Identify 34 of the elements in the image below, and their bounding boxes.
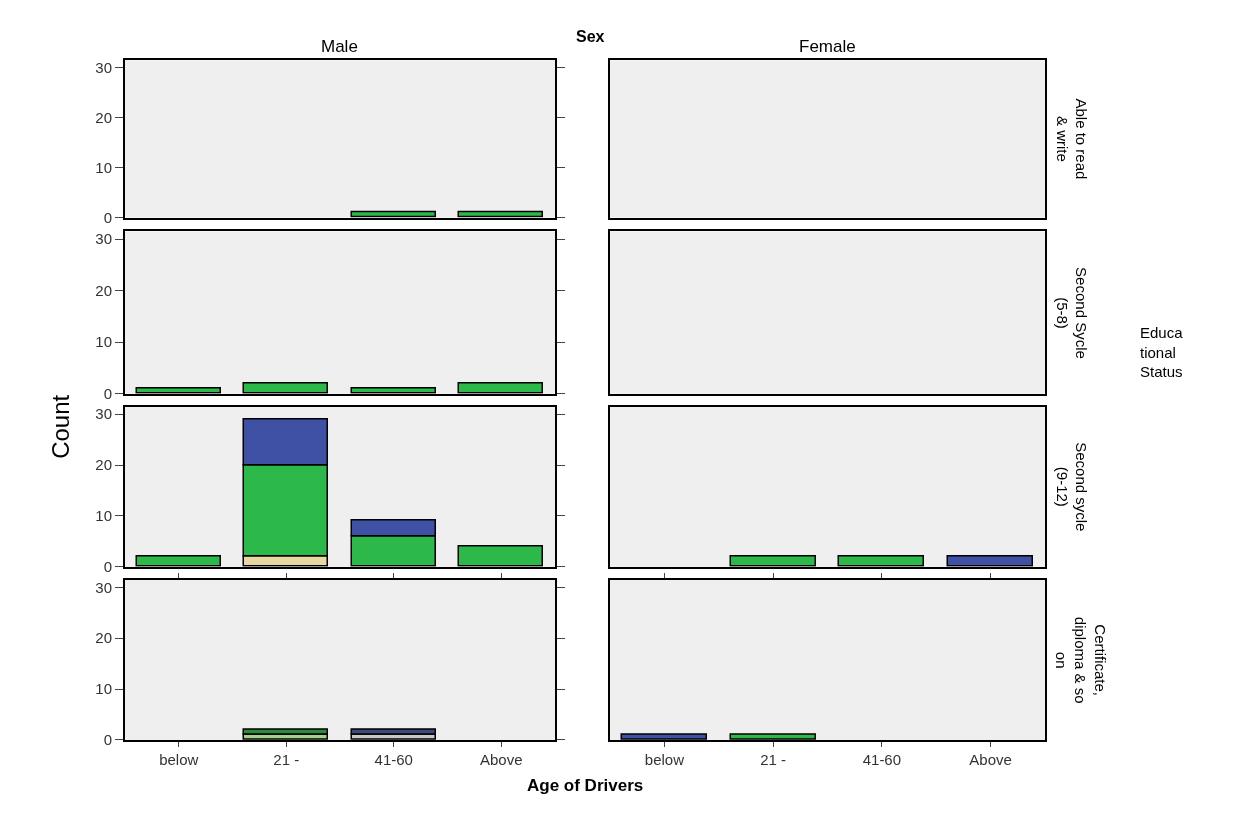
y-tick-label: 20 [95,281,112,299]
chart-title: Male [321,37,358,56]
y-tick-label: 0 [103,558,112,576]
y-tick-label: 20 [95,629,112,647]
y-tick-label: 10 [95,158,112,176]
text: Age of Drivers [527,776,644,795]
y-tick-label: 10 [95,680,112,698]
x-tick-label: below [644,750,685,768]
x-tick-label: 41-60 [862,750,902,768]
y-tick-label: 20 [95,109,112,127]
y-axis-title: Count [47,394,75,459]
y-tick-label: 10 [95,507,112,525]
y-tick-label: 30 [95,230,112,248]
y-tick-label: 30 [95,578,112,596]
x-tick-label: Above [969,750,1012,768]
y-tick-label: 30 [95,59,112,77]
text: Sex [576,28,605,45]
y-tick-label: 30 [95,405,112,423]
chart-title: Female [799,37,856,56]
text: Able to read & write [1054,98,1091,180]
y-tick-label: 0 [103,208,112,226]
y-tick-label: 10 [95,333,112,351]
x-tick-label: 21 - [273,750,300,768]
text: Educa tional Status [1140,324,1184,380]
y-tick-label: 20 [95,456,112,474]
x-tick-label: 21 - [760,750,787,768]
x-tick-label: 41-60 [374,750,413,768]
y-tick-label: 0 [103,731,112,749]
text: Second sycle (9-12) [1053,442,1091,532]
text: Second Sycle (5-8) [1053,267,1091,359]
x-tick-label: Above [479,750,523,768]
text: Certificate, diploma & so on [1052,616,1109,704]
y-tick-label: 0 [103,384,112,402]
x-tick-label: below [159,750,199,768]
